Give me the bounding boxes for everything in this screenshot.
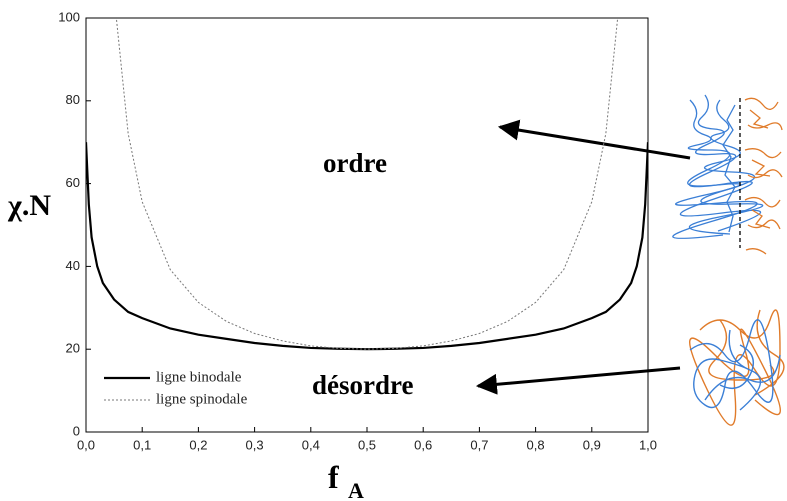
x-tick-label: 0,6 (414, 437, 432, 452)
x-tick-label: 0,8 (527, 437, 545, 452)
x-tick-label: 0,0 (77, 437, 95, 452)
y-tick-label: 40 (66, 258, 80, 273)
x-axis-label: f (328, 459, 339, 495)
y-tick-label: 0 (73, 423, 80, 438)
x-tick-label: 0,9 (583, 437, 601, 452)
x-tick-label: 0,1 (133, 437, 151, 452)
x-axis-label-sub: A (348, 478, 364, 501)
ordered-illustration (672, 94, 783, 255)
x-tick-label: 1,0 (639, 437, 657, 452)
legend-label: ligne binodale (156, 369, 242, 385)
annotation: désordre (312, 370, 414, 400)
y-tick-label: 80 (66, 92, 80, 107)
legend-label: ligne spinodale (156, 391, 248, 407)
x-tick-label: 0,3 (246, 437, 264, 452)
legend: ligne binodale ligne spinodale (104, 369, 248, 407)
annotation: ordre (323, 148, 387, 178)
x-tick-label: 0,7 (470, 437, 488, 452)
y-tick-label: 20 (66, 341, 80, 356)
x-tick-label: 0,5 (358, 437, 376, 452)
y-axis-label: χ.N (7, 189, 51, 222)
y-tick-label: 60 (66, 175, 80, 190)
series-line (86, 142, 648, 351)
arrow (475, 366, 681, 395)
x-tick-label: 0,4 (302, 437, 320, 452)
y-tick-label: 100 (58, 9, 80, 24)
disordered-illustration (689, 309, 785, 426)
x-tick-label: 0,2 (189, 437, 207, 452)
arrow (497, 119, 691, 160)
